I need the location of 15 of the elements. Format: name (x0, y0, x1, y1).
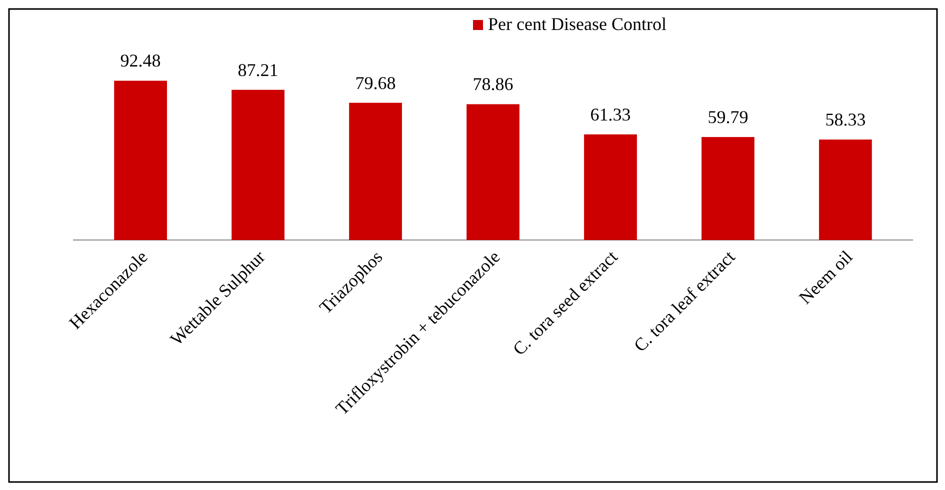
bar (702, 137, 754, 240)
data-label: 58.33 (825, 110, 866, 130)
bar (232, 90, 284, 240)
bar (819, 140, 872, 240)
bar (466, 104, 520, 240)
bar (114, 80, 167, 240)
data-label: 79.68 (355, 72, 396, 93)
data-label: 61.33 (590, 104, 631, 124)
data-label: 59.79 (708, 107, 748, 128)
legend-label: Per cent Disease Control (488, 14, 666, 34)
data-label: 92.48 (120, 50, 161, 71)
data-label: 87.21 (238, 60, 278, 80)
bar (349, 102, 402, 240)
data-label: 78.86 (472, 74, 514, 94)
bar (584, 134, 637, 240)
